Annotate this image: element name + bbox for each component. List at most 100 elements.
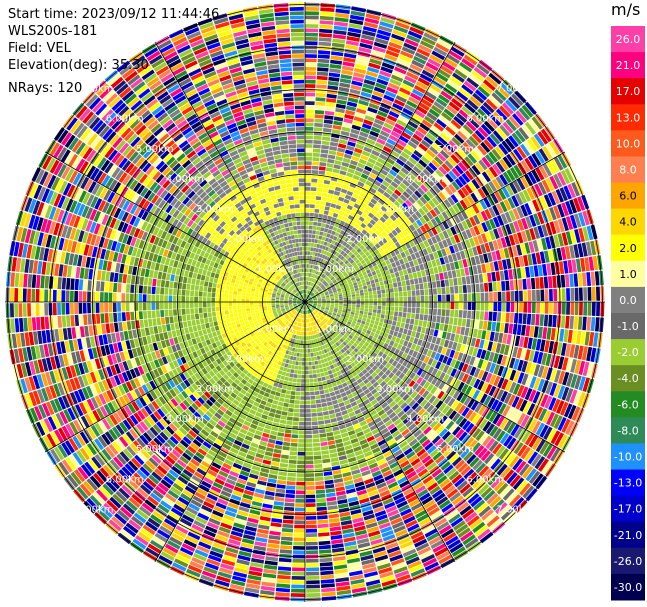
velocity-gate <box>482 320 488 330</box>
velocity-gate <box>457 212 465 222</box>
velocity-gate <box>305 507 316 512</box>
velocity-gate <box>569 230 577 244</box>
velocity-gate <box>295 490 305 495</box>
velocity-gate <box>373 41 388 49</box>
velocity-gate <box>531 153 542 166</box>
velocity-gate <box>526 278 532 290</box>
velocity-gate <box>498 188 507 200</box>
velocity-gate <box>312 288 316 292</box>
velocity-gate <box>309 273 311 277</box>
velocity-gate <box>385 310 390 315</box>
velocity-gate <box>404 75 417 84</box>
velocity-gate <box>313 303 317 306</box>
velocity-gate <box>352 256 358 262</box>
velocity-gate <box>279 549 292 554</box>
velocity-gate <box>314 284 318 289</box>
velocity-gate <box>354 275 360 280</box>
velocity-gate <box>552 315 557 328</box>
velocity-gate <box>317 298 322 300</box>
velocity-gate <box>367 284 372 289</box>
velocity-gate <box>343 306 347 309</box>
velocity-gate <box>346 292 351 296</box>
velocity-gate <box>306 571 320 576</box>
velocity-gate <box>395 234 402 241</box>
velocity-gate <box>489 114 502 127</box>
velocity-gate <box>308 361 312 366</box>
velocity-gate <box>363 325 369 330</box>
velocity-gate <box>525 216 533 229</box>
velocity-gate <box>292 356 297 361</box>
velocity-gate <box>513 370 521 383</box>
velocity-gate <box>549 207 557 221</box>
velocity-gate <box>344 48 358 55</box>
velocity-gate <box>376 78 389 86</box>
velocity-gate <box>353 239 359 245</box>
velocity-gate <box>350 311 355 315</box>
velocity-gate <box>399 296 403 302</box>
velocity-gate <box>299 417 305 422</box>
velocity-gate <box>467 302 472 310</box>
velocity-gate <box>475 311 480 320</box>
velocity-gate <box>358 313 364 318</box>
velocity-gate <box>332 547 345 553</box>
velocity-gate <box>553 220 561 234</box>
velocity-gate <box>349 283 354 288</box>
velocity-gate <box>448 50 463 61</box>
velocity-gate <box>321 254 326 259</box>
velocity-gate <box>416 105 428 115</box>
velocity-gate <box>305 511 317 516</box>
velocity-gate <box>334 408 341 413</box>
velocity-gate <box>319 15 334 21</box>
velocity-gate <box>462 310 467 319</box>
velocity-gate <box>317 58 330 64</box>
velocity-gate <box>470 337 477 347</box>
velocity-gate <box>416 235 423 244</box>
velocity-gate <box>445 286 450 294</box>
velocity-gate <box>317 63 329 68</box>
velocity-gate <box>549 221 557 235</box>
velocity-gate <box>329 292 334 296</box>
velocity-gate <box>392 146 403 155</box>
velocity-gate <box>495 343 502 354</box>
velocity-gate <box>376 138 386 146</box>
velocity-gate <box>414 109 426 119</box>
velocity-gate <box>506 169 516 182</box>
velocity-gate <box>442 146 453 156</box>
velocity-gate <box>308 296 311 300</box>
velocity-gate <box>327 81 339 86</box>
velocity-gate <box>532 240 539 252</box>
velocity-gate <box>312 365 316 370</box>
velocity-gate <box>547 192 557 206</box>
velocity-gate <box>293 533 305 538</box>
velocity-gate <box>435 97 448 108</box>
velocity-gate <box>542 146 553 160</box>
velocity-gate <box>402 202 410 210</box>
velocity-gate <box>520 160 531 173</box>
velocity-gate <box>431 125 442 135</box>
velocity-gate <box>287 476 296 482</box>
velocity-gate <box>295 494 305 499</box>
velocity-gate <box>271 404 278 409</box>
velocity-gate <box>312 269 316 274</box>
velocity-gate <box>442 220 450 230</box>
velocity-gate <box>539 277 544 289</box>
velocity-gate <box>349 316 354 320</box>
velocity-gate <box>497 365 505 377</box>
velocity-gate <box>557 356 565 370</box>
velocity-gate <box>350 236 356 242</box>
velocity-gate <box>541 224 549 237</box>
velocity-gate <box>394 292 399 297</box>
velocity-gate <box>371 270 377 276</box>
velocity-gate <box>433 295 438 302</box>
velocity-gate <box>420 270 426 277</box>
velocity-gate <box>459 302 463 310</box>
velocity-gate <box>375 191 383 198</box>
velocity-gate <box>330 300 335 302</box>
velocity-gate <box>431 259 437 268</box>
velocity-gate <box>394 297 399 302</box>
velocity-gate <box>346 105 357 112</box>
velocity-gate <box>320 240 325 245</box>
velocity-gate <box>418 44 433 54</box>
velocity-gate <box>549 302 553 314</box>
velocity-gate <box>288 459 297 464</box>
